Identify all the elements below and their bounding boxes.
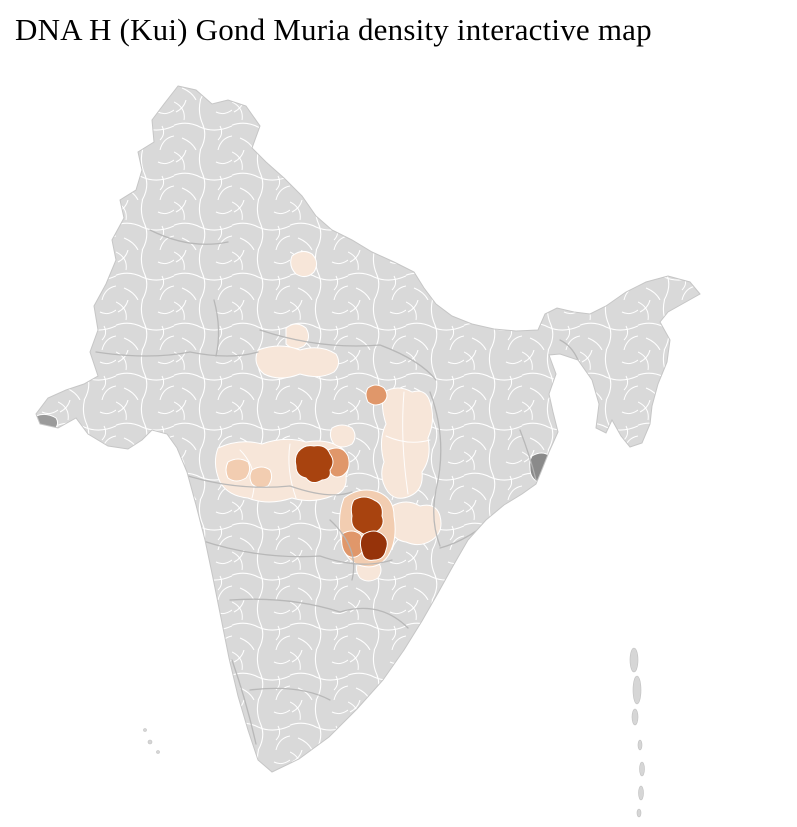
district-texture: [36, 86, 700, 772]
density-region-low[interactable]: [290, 250, 318, 278]
state-borders: [95, 229, 579, 745]
island[interactable]: [636, 808, 642, 818]
density-region-medium-low[interactable]: [225, 458, 251, 482]
density-region-low[interactable]: [329, 424, 356, 448]
island[interactable]: [631, 708, 639, 726]
density-region-highest[interactable]: [359, 530, 388, 561]
density-region-low[interactable]: [255, 345, 340, 379]
density-region-medium-low[interactable]: [249, 466, 273, 489]
island[interactable]: [143, 728, 147, 732]
density-regions-high[interactable]: [294, 445, 388, 561]
district-line: [385, 435, 431, 443]
no-data-region[interactable]: [35, 413, 59, 432]
density-region-low[interactable]: [380, 387, 434, 499]
district-line: [288, 443, 297, 499]
india-outline: [35, 85, 701, 773]
density-region-low[interactable]: [285, 323, 310, 350]
andaman-nicobar-islands[interactable]: [629, 647, 645, 818]
island[interactable]: [147, 739, 153, 745]
lakshadweep-islands[interactable]: [143, 728, 160, 754]
island[interactable]: [629, 647, 639, 673]
density-region-high[interactable]: [350, 496, 384, 536]
island[interactable]: [637, 739, 643, 751]
island[interactable]: [156, 750, 160, 754]
island[interactable]: [632, 675, 642, 705]
island[interactable]: [638, 785, 644, 801]
page-title: DNA H (Kui) Gond Muria density interacti…: [15, 12, 652, 47]
island[interactable]: [639, 761, 645, 777]
density-region-high[interactable]: [294, 445, 334, 484]
india-landmass[interactable]: [0, 60, 760, 827]
density-region-medium[interactable]: [365, 384, 388, 406]
